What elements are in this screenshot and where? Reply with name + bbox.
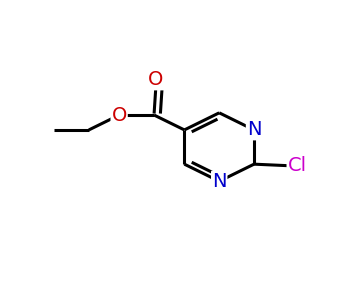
Text: O: O xyxy=(111,106,127,125)
Text: Cl: Cl xyxy=(287,156,306,175)
Text: N: N xyxy=(212,172,227,191)
Text: O: O xyxy=(148,70,164,89)
Text: N: N xyxy=(247,121,261,140)
